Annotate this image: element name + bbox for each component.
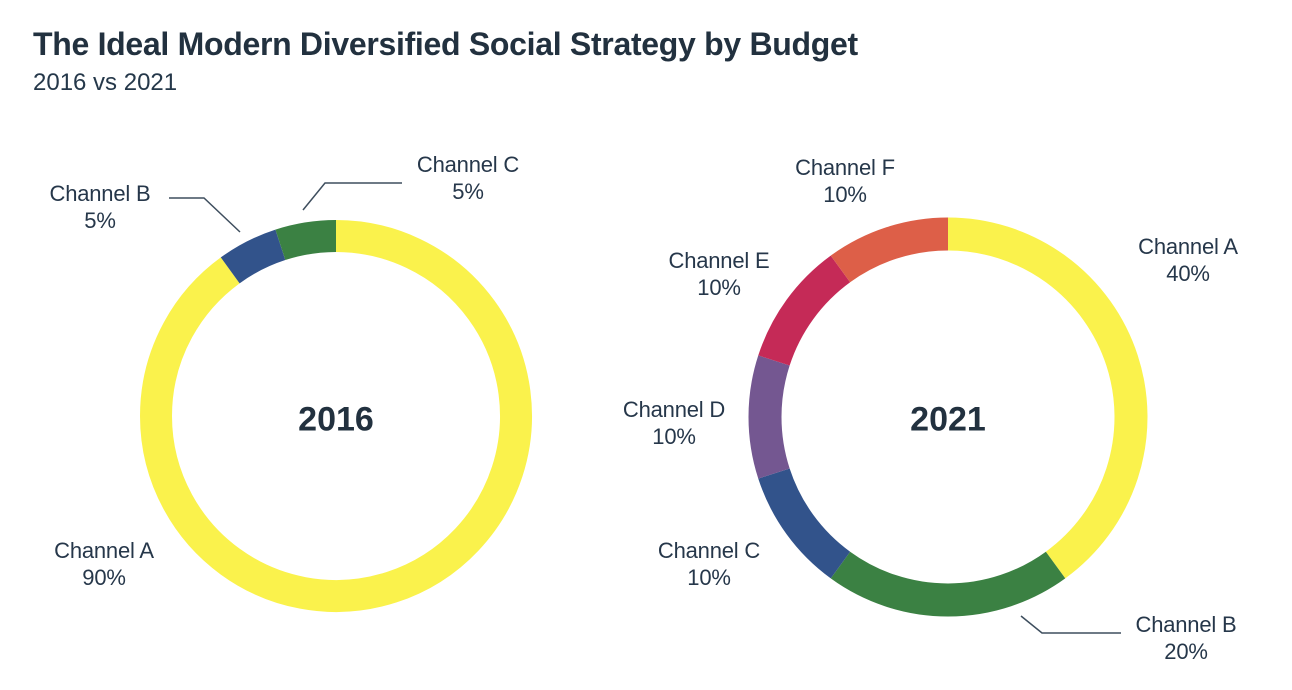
callout-channel-name: Channel C (416, 152, 520, 177)
segment-2016-channel-a (140, 220, 532, 612)
segment-2021-channel-b (830, 551, 1066, 617)
callout-channel-pct: 10% (652, 424, 696, 449)
page-subtitle: 2016 vs 2021 (33, 69, 178, 96)
callout-channel-name: Channel C (657, 538, 761, 563)
segment-2021-channel-e (758, 255, 851, 366)
callout-2021-channel-d: Channel D 10% (589, 396, 759, 450)
callout-2021-channel-e: Channel E 10% (634, 247, 804, 301)
page-title: The Ideal Modern Diversified Social Stra… (33, 26, 858, 62)
donut-2016-center-label: 2016 (298, 400, 374, 439)
callout-channel-name: Channel B (1135, 612, 1237, 637)
callout-channel-pct: 5% (452, 179, 484, 204)
leader-line-2021-channel-b (1020, 615, 1121, 634)
callout-channel-name: Channel B (49, 181, 151, 206)
callout-2016-channel-b: Channel B 5% (15, 180, 185, 234)
callout-channel-name: Channel D (622, 397, 726, 422)
segment-2016-channel-c (275, 220, 337, 261)
callout-2016-channel-c: Channel C 5% (383, 151, 553, 205)
segment-2016-channel-b (220, 229, 286, 284)
callout-2016-channel-a: Channel A 90% (19, 537, 189, 591)
callout-channel-pct: 10% (697, 275, 741, 300)
segment-2021-channel-c (758, 468, 851, 579)
callout-channel-name: Channel F (795, 155, 895, 180)
donut-2021-center-label: 2021 (910, 400, 986, 439)
segment-2021-channel-a (947, 217, 1148, 579)
callout-channel-name: Channel A (54, 538, 154, 563)
callout-channel-pct: 10% (823, 182, 867, 207)
segment-2021-channel-f (830, 217, 949, 283)
callout-channel-pct: 5% (84, 208, 116, 233)
callout-channel-pct: 40% (1166, 261, 1210, 286)
donut-chart-2021 (748, 217, 1148, 617)
callout-channel-pct: 10% (687, 565, 731, 590)
donut-chart-2016 (140, 220, 532, 612)
callout-channel-pct: 20% (1164, 639, 1208, 664)
callout-channel-pct: 90% (82, 565, 126, 590)
callout-channel-name: Channel E (668, 248, 770, 273)
callout-2021-channel-c: Channel C 10% (624, 537, 794, 591)
callout-2021-channel-f: Channel F 10% (760, 154, 930, 208)
callout-channel-name: Channel A (1138, 234, 1238, 259)
segment-2021-channel-d (748, 355, 790, 479)
leader-line-2016-channel-b (169, 197, 241, 233)
callout-2021-channel-a: Channel A 40% (1103, 233, 1273, 287)
leader-line-2016-channel-c (302, 182, 402, 211)
callout-2021-channel-b: Channel B 20% (1101, 611, 1271, 665)
